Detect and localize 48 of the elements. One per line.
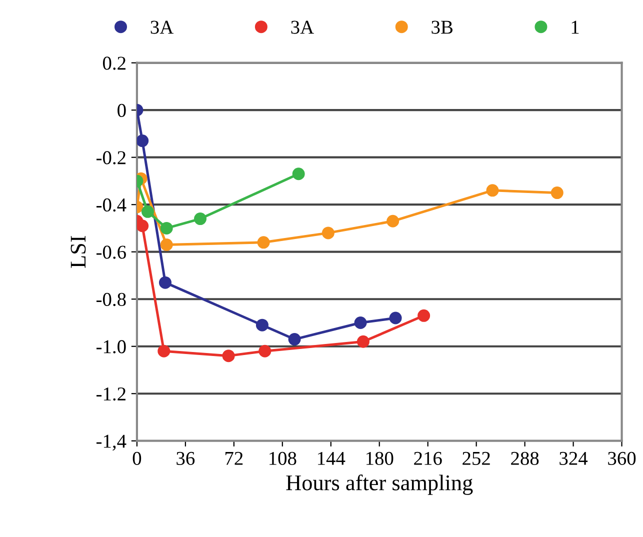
x-tick-label: 252 — [462, 452, 490, 465]
y-tick-label: -1.0 — [96, 340, 126, 354]
y-tick-label: -1,4 — [96, 434, 126, 451]
point — [258, 344, 272, 358]
x-axis-title: Hours after sampling — [286, 474, 473, 495]
point — [141, 205, 154, 218]
x-tick-label: 108 — [270, 452, 296, 465]
y-tick-label: 0.2 — [102, 56, 126, 70]
point — [136, 220, 149, 232]
y-tick-label: -0.2 — [96, 151, 126, 164]
legend-label: 3A — [291, 20, 314, 34]
legend-label: 3B — [432, 20, 453, 34]
legend-label: 1 — [572, 20, 579, 34]
x-tick-label: 0 — [132, 452, 142, 465]
x-tick-label: 36 — [176, 452, 195, 465]
point — [322, 226, 334, 240]
point — [160, 222, 173, 234]
point — [222, 350, 235, 362]
point — [354, 316, 367, 329]
y-tick-label: -0.4 — [96, 198, 126, 212]
point — [389, 312, 402, 324]
y-tick-label: -0.8 — [96, 292, 126, 306]
legend-label: 3A — [150, 20, 174, 34]
point — [160, 238, 173, 252]
y-tick-label: 0 — [118, 104, 126, 118]
x-tick-label: 288 — [511, 452, 539, 465]
x-tick-label: 324 — [560, 452, 588, 465]
point — [136, 134, 149, 148]
point — [256, 318, 268, 332]
point — [158, 276, 172, 289]
y-axis-title: LSI — [70, 236, 86, 268]
x-tick-label: 72 — [225, 452, 243, 465]
point — [288, 333, 301, 346]
point — [292, 168, 305, 180]
y-tick-label: -0.6 — [96, 246, 126, 259]
point — [356, 335, 370, 348]
point — [386, 214, 400, 228]
point — [158, 344, 170, 358]
point — [486, 184, 499, 197]
point — [194, 212, 207, 226]
y-tick-label: -1.2 — [96, 387, 126, 401]
x-tick-label: 216 — [414, 452, 442, 465]
point — [550, 186, 564, 200]
x-tick-label: 360 — [608, 452, 636, 465]
point — [257, 236, 270, 249]
x-tick-label: 180 — [366, 452, 394, 465]
point — [418, 309, 430, 322]
x-tick-label: 144 — [318, 452, 346, 465]
